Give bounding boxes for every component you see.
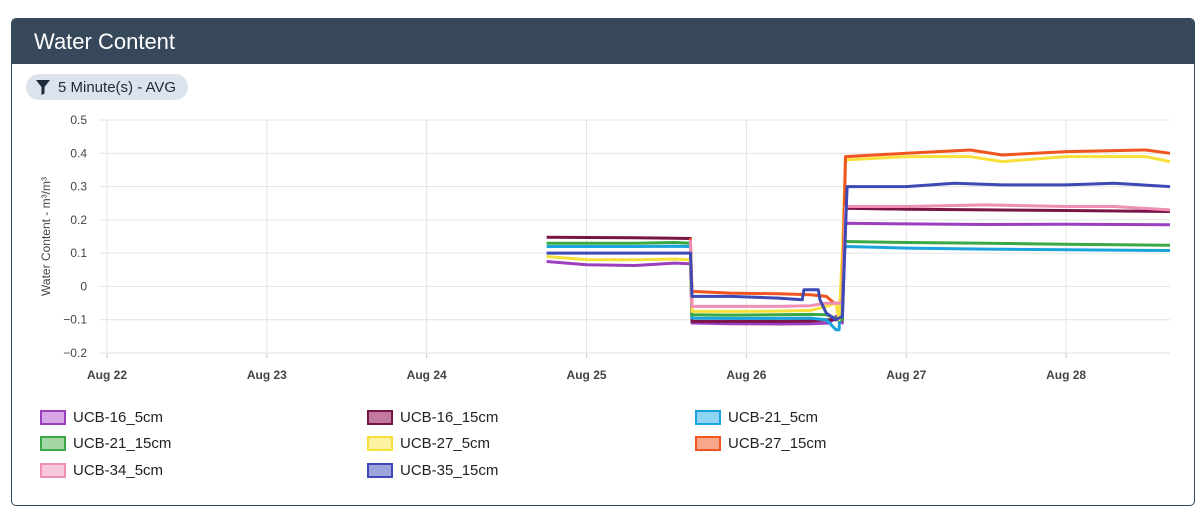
y-tick-label: −0.2 (63, 346, 87, 360)
y-tick-label: 0.4 (70, 146, 87, 160)
legend-swatch (367, 463, 393, 478)
legend-item[interactable]: UCB-21_15cm (40, 435, 171, 452)
legend-swatch (695, 436, 721, 451)
legend-item[interactable]: UCB-16_5cm (40, 409, 163, 426)
legend-label: UCB-16_15cm (400, 409, 499, 426)
x-tick-label: Aug 25 (567, 368, 607, 382)
x-tick-label: Aug 26 (726, 368, 766, 382)
water-content-panel: Water Content 5 Minute(s) - AVG (11, 18, 1195, 506)
filter-button[interactable]: 5 Minute(s) - AVG (26, 74, 189, 100)
legend-item[interactable]: UCB-21_5cm (695, 409, 818, 426)
filter-label: 5 Minute(s) - AVG (58, 78, 177, 96)
legend-item[interactable]: UCB-35_15cm (367, 462, 498, 479)
series-line-ucb-21_15cm (546, 240, 1171, 322)
y-tick-label: 0.2 (70, 213, 87, 227)
legend-item[interactable]: UCB-27_15cm (695, 435, 826, 452)
legend-swatch (40, 410, 66, 425)
legend-swatch (367, 410, 393, 425)
series-line-ucb-16_15cm (546, 206, 1171, 323)
x-tick-label: Aug 27 (886, 368, 926, 382)
series-line-ucb-27_5cm (546, 155, 1171, 322)
legend-item[interactable]: UCB-34_5cm (40, 462, 163, 479)
legend-label: UCB-16_5cm (73, 409, 164, 426)
legend-label: UCB-21_15cm (73, 435, 172, 452)
legend-item[interactable]: UCB-27_5cm (367, 435, 490, 452)
x-tick-label: Aug 23 (247, 368, 287, 382)
legend-swatch (40, 463, 66, 478)
panel-title: Water Content (12, 19, 1194, 64)
y-tick-label: 0 (80, 279, 87, 293)
legend-label: UCB-21_5cm (728, 409, 819, 426)
legend-swatch (40, 436, 66, 451)
legend-label: UCB-27_15cm (728, 435, 827, 452)
x-tick-label: Aug 24 (407, 368, 447, 382)
legend-label: UCB-27_5cm (400, 435, 491, 452)
series-line-ucb-16_5cm (546, 221, 1171, 326)
series-line-ucb-34_5cm (688, 203, 1171, 308)
y-tick-label: −0.1 (63, 313, 87, 327)
legend-swatch (695, 410, 721, 425)
legend-label: UCB-34_5cm (73, 462, 164, 479)
legend-swatch (367, 436, 393, 451)
y-tick-label: 0.3 (70, 180, 87, 194)
y-tick-label: 0.1 (70, 246, 87, 260)
filter-icon (36, 79, 50, 95)
x-tick-label: Aug 28 (1046, 368, 1086, 382)
series-line-ucb-27_15cm (688, 148, 1171, 305)
legend-item[interactable]: UCB-16_15cm (367, 409, 498, 426)
series-line-ucb-35_15cm (546, 181, 1171, 322)
y-tick-label: 0.5 (70, 113, 87, 127)
legend-label: UCB-35_15cm (400, 462, 499, 479)
y-axis-label: Water Content - m³/m³ (39, 177, 53, 296)
x-tick-label: Aug 22 (87, 368, 127, 382)
series-line-ucb-21_5cm (546, 244, 1171, 332)
